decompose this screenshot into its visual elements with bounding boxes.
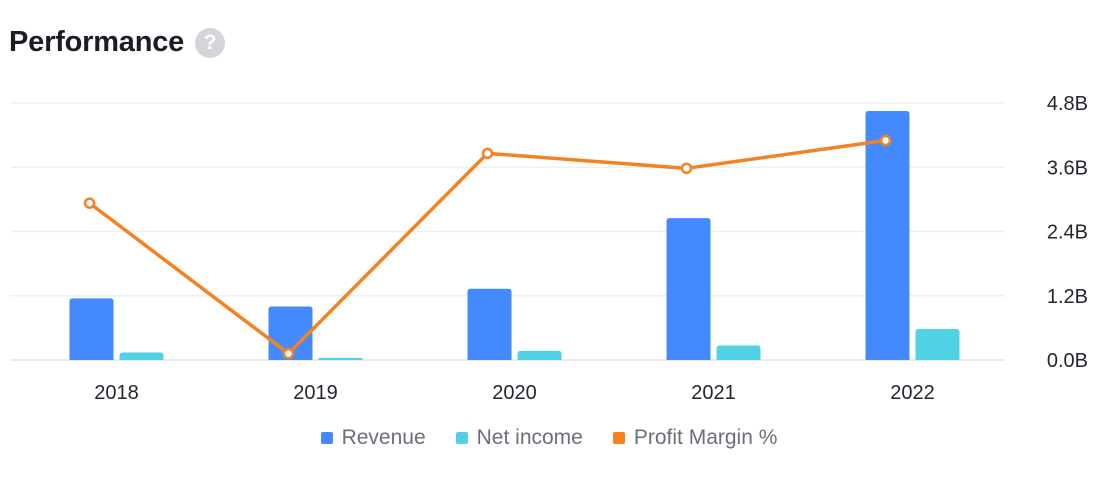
legend-item[interactable]: Net income	[455, 426, 583, 450]
y-tick-label: 1.2B	[1047, 286, 1088, 308]
question-circle-icon[interactable]: ?	[195, 27, 226, 58]
profit-margin-point	[879, 134, 892, 147]
profit-margin-point	[680, 162, 693, 175]
legend-label: Revenue	[341, 426, 426, 449]
x-tick-label: 2018	[94, 382, 139, 404]
profit-margin-point	[481, 147, 494, 160]
legend-swatch	[455, 432, 468, 444]
profit-margin-point	[83, 197, 96, 209]
legend-item[interactable]: Revenue	[320, 426, 426, 450]
y-tick-label: 0.0B	[1047, 350, 1088, 372]
legend-label: Net income	[476, 426, 583, 449]
legend-swatch	[612, 432, 625, 444]
legend-item[interactable]: Profit Margin %	[612, 426, 778, 450]
legend-label: Profit Margin %	[633, 426, 778, 449]
bar-net-income	[915, 328, 960, 360]
y-tick-label: 2.4B	[1047, 222, 1088, 244]
x-tick-label: 2020	[492, 382, 537, 404]
bar-net-income	[517, 350, 562, 360]
performance-chart: 0.0B 1.2B 2.4B 3.6B 4.8B 2018 2019 2020 2021 2022	[10, 93, 1088, 404]
chart-header: Performance ?	[9, 26, 226, 59]
bar-revenue	[69, 298, 114, 360]
profit-margin-point	[282, 347, 295, 360]
bar-revenue	[467, 288, 512, 360]
bar-net-income	[716, 345, 761, 360]
bar-net-income	[119, 352, 164, 360]
x-tick-label: 2022	[890, 382, 935, 404]
bar-revenue	[666, 218, 711, 360]
y-tick-label: 4.8B	[1047, 93, 1088, 115]
bar-net-income	[318, 357, 363, 360]
bar-revenue	[865, 111, 910, 360]
x-tick-label: 2019	[293, 382, 338, 404]
chart-title: Performance	[9, 26, 185, 58]
x-tick-label: 2021	[691, 382, 736, 404]
y-tick-label: 3.6B	[1047, 157, 1088, 179]
legend-swatch	[320, 432, 333, 444]
chart-legend: Revenue Net income Profit Margin %	[0, 426, 1098, 450]
